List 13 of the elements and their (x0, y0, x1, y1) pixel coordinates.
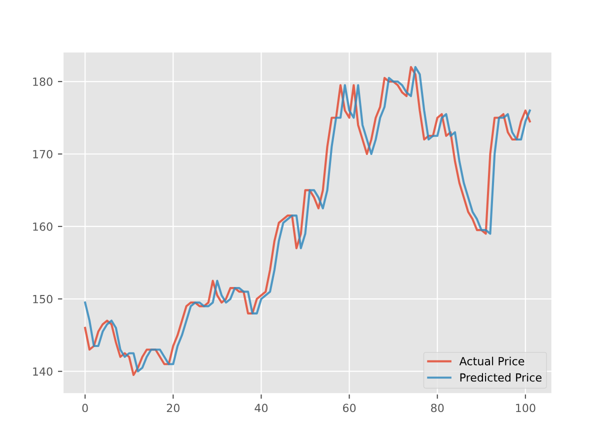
x-tick-label: 40 (254, 404, 268, 412)
x-tick-label: 0 (82, 404, 88, 412)
x-tick-label: 60 (343, 404, 356, 412)
legend-label: Predicted Price (460, 373, 542, 382)
y-tick-label: 160 (33, 222, 52, 231)
x-tick-label: 100 (516, 404, 536, 412)
y-tick-label: 180 (33, 78, 52, 86)
x-tick-label: 20 (166, 404, 180, 412)
y-tick-label: 150 (33, 294, 52, 304)
y-tick-label: 170 (33, 150, 52, 158)
x-tick-label: 80 (431, 404, 444, 412)
legend-label: Actual Price (459, 356, 524, 366)
y-tick-label: 140 (33, 367, 52, 376)
